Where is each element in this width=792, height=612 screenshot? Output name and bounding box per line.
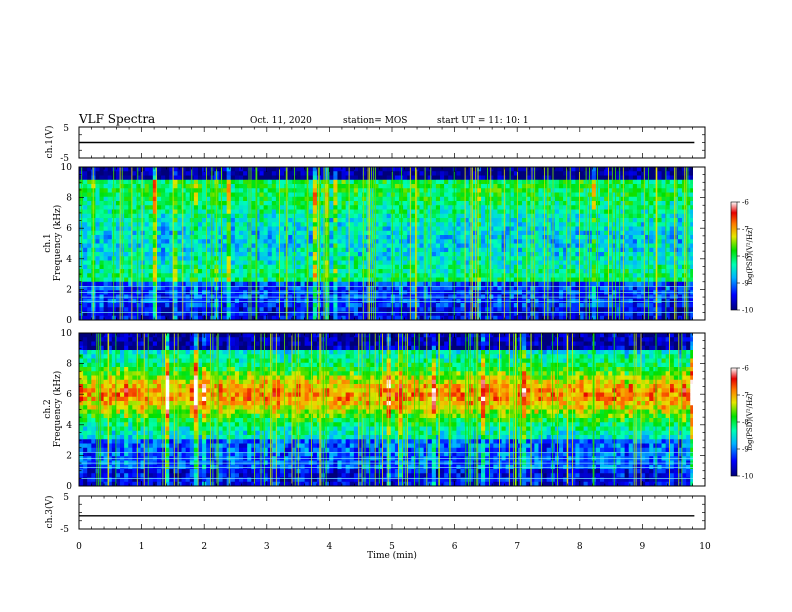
ch1-colorbar-label: log(PSD)(V²/Hz): [746, 227, 754, 284]
figure-title: VLF Spectra: [78, 112, 155, 126]
frequency-tick-label: 10: [61, 163, 73, 173]
frequency-tick-label: 6: [66, 390, 72, 400]
ch2-spectrogram-panel: 0 2 4 6 8 10 ch.2 Frequency (kHz) -6 -7 -8 -9 -10…: [43, 329, 754, 492]
ch1-waveform-ylabel: ch.1(V): [44, 126, 55, 159]
ch3-waveform-panel: 5 -5 ch.3(V): [44, 493, 706, 535]
colorbar-tick-label: -6: [742, 199, 749, 207]
ch1-spectrogram-ticks: [78, 166, 706, 321]
time-tick-label: 7: [514, 542, 520, 552]
ch1-waveform-panel: 5 -5 ch.1(V): [44, 124, 706, 164]
time-tick-label: 9: [640, 542, 646, 552]
ch2-spectrogram-ylabel-channel: ch.2: [43, 399, 53, 418]
ch2-colorbar-label: log(PSD)(V²/Hz): [746, 393, 754, 450]
frequency-tick-label: 0: [66, 482, 72, 492]
ch2-spectrogram-ticks: [78, 332, 706, 487]
colorbar-tick-label: -8: [742, 419, 749, 427]
time-tick-label: 10: [699, 542, 711, 552]
ch1-colorbar: -6 -7 -8 -9 -10 log(PSD)(V²/Hz): [730, 199, 754, 315]
time-tick-label: 1: [139, 542, 145, 552]
ch2-colorbar-ticks: -6 -7 -8 -9 -10: [737, 365, 753, 481]
colorbar-tick-label: -7: [742, 226, 749, 234]
ch1-spectrogram-ylabel-frequency: Frequency (kHz): [52, 205, 63, 282]
frequency-tick-label: 0: [66, 316, 72, 326]
colorbar-tick-label: -9: [742, 280, 749, 288]
colorbar-tick-label: -6: [742, 365, 749, 373]
ch2-colorbar-bar: [730, 367, 738, 477]
colorbar-tick-label: -7: [742, 392, 749, 400]
colorbar-tick-label: -10: [742, 473, 753, 481]
ch1-waveform-ticks: [78, 126, 706, 159]
frequency-tick-label: 4: [66, 255, 72, 265]
frequency-tick-label: 8: [66, 360, 72, 370]
frequency-tick-label: 10: [61, 329, 73, 339]
ch3-ytick-top: 5: [63, 493, 69, 503]
start-ut-label: start UT = 11: 10: 1: [437, 116, 529, 126]
time-tick-label: 4: [327, 542, 333, 552]
frequency-tick-label: 6: [66, 224, 72, 234]
colorbar-tick-label: -10: [742, 307, 753, 315]
ch2-spectrogram-image: [79, 333, 693, 486]
time-tick-label: 5: [389, 542, 395, 552]
time-tick-label: 3: [264, 542, 270, 552]
time-tick-label: 2: [201, 542, 207, 552]
ch1-ytick-top: 5: [63, 124, 69, 134]
ch1-colorbar-ticks: -6 -7 -8 -9 -10: [737, 199, 753, 315]
ch1-spectrogram-image: [79, 167, 693, 320]
ch1-spectrogram-panel: 0 2 4 6 8 10 ch.1 Frequency (kHz) -6 -7 -8 -9 -10…: [43, 163, 754, 326]
ch1-colorbar-bar: [730, 201, 738, 311]
ch3-waveform-ylabel: ch.3(V): [44, 496, 55, 529]
frequency-tick-label: 4: [66, 421, 72, 431]
ch2-colorbar: -6 -7 -8 -9 -10 log(PSD)(V²/Hz): [730, 365, 754, 481]
frequency-tick-label: 2: [66, 451, 72, 461]
frequency-tick-label: 8: [66, 194, 72, 204]
ch3-waveform-ticks: [78, 495, 706, 530]
ch3-ytick-bottom: -5: [60, 525, 69, 535]
time-tick-label: 6: [452, 542, 458, 552]
station-label: station= MOS: [343, 116, 407, 126]
frequency-tick-label: 2: [66, 285, 72, 295]
x-axis-label: Time (min): [367, 550, 417, 561]
ch2-frequency-tick-labels: 0 2 4 6 8 10: [61, 329, 73, 492]
ch1-ytick-bottom: -5: [60, 154, 69, 164]
date-label: Oct. 11, 2020: [250, 116, 312, 126]
time-tick-label: 0: [76, 542, 82, 552]
colorbar-tick-label: -8: [742, 253, 749, 261]
ch1-spectrogram-ylabel-channel: ch.1: [43, 233, 53, 252]
time-tick-labels: 0 1 2 3 4 5 6 7 8 9 10: [76, 542, 711, 552]
colorbar-tick-label: -9: [742, 446, 749, 454]
time-tick-label: 8: [577, 542, 583, 552]
ch2-spectrogram-ylabel-frequency: Frequency (kHz): [52, 371, 63, 448]
ch1-frequency-tick-labels: 0 2 4 6 8 10: [61, 163, 73, 326]
